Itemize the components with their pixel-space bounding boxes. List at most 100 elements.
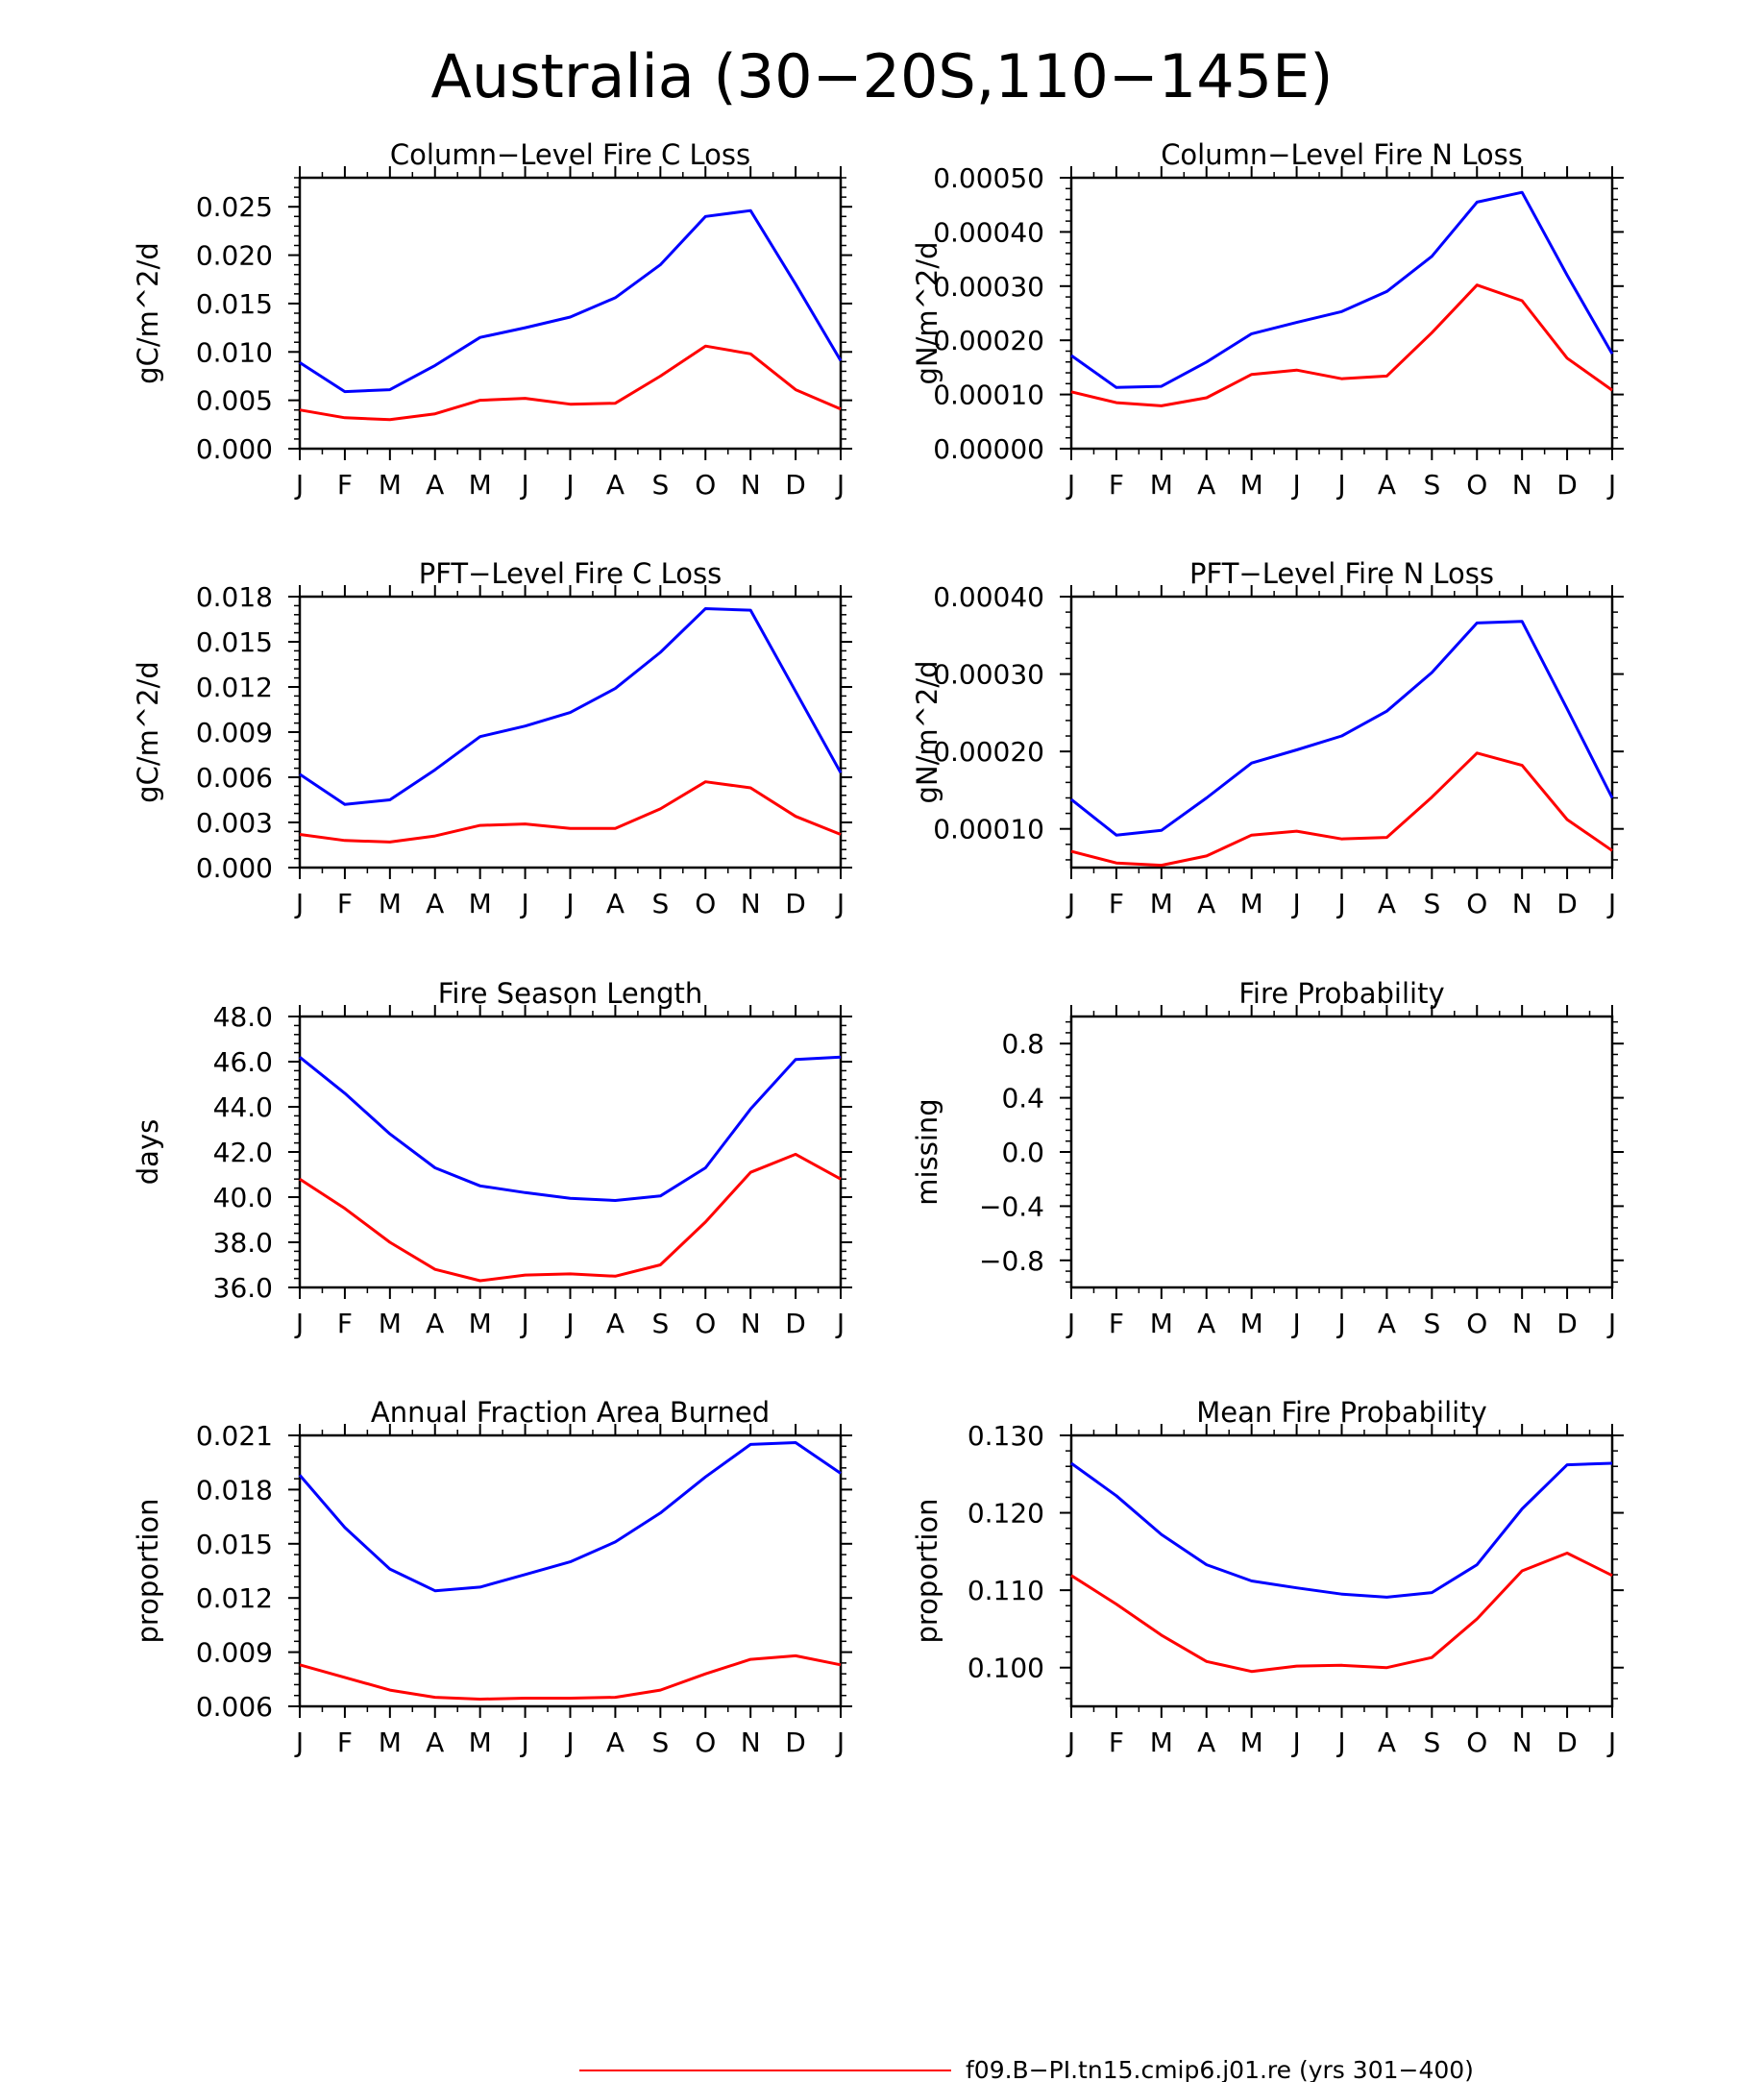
x-tick-label: J	[1290, 888, 1300, 919]
y-tick-label: 0.00020	[933, 736, 1044, 768]
x-tick-label: J	[294, 1308, 304, 1339]
x-tick-label: F	[1109, 1308, 1124, 1339]
chart-fire-prob: J F M A M J J A S O N D J−0.8−0.40.00.40.8missingFir…	[911, 977, 1624, 1339]
x-tick-label: M	[1240, 1308, 1263, 1339]
y-tick-label: 0.110	[968, 1575, 1044, 1606]
y-tick-label: 0.4	[1001, 1083, 1044, 1114]
x-tick-label: S	[1423, 469, 1440, 501]
x-tick-label: A	[1378, 888, 1396, 919]
x-tick-label: O	[1466, 1308, 1487, 1339]
x-tick-label: N	[1512, 1308, 1532, 1339]
series-line-red	[299, 1152, 842, 1283]
x-tick-label: O	[695, 469, 716, 501]
x-tick-label: A	[1197, 888, 1215, 919]
x-tick-label: O	[695, 1727, 716, 1758]
x-tick-label: J	[1290, 1308, 1300, 1339]
x-tick-label: A	[606, 469, 625, 501]
y-tick-label: 0.00030	[933, 659, 1044, 691]
x-tick-label: J	[519, 1727, 528, 1758]
chart-area-burned: J F M A M J J A S O N D J0.0060.0090.0120.0150.0180.…	[132, 1396, 852, 1758]
legend: f09.B−PI.tn15.cmip6.j01.re (yrs 301−400)	[579, 2056, 1474, 2082]
y-tick-label: 44.0	[213, 1091, 273, 1123]
plot-frame	[298, 595, 843, 870]
x-tick-label: D	[1556, 1727, 1578, 1758]
x-tick-label: F	[337, 1308, 353, 1339]
x-tick-label: M	[1150, 1308, 1173, 1339]
y-axis-label: gN/m^2/d	[911, 660, 943, 803]
x-tick-label: A	[426, 1308, 444, 1339]
x-tick-label: J	[1335, 888, 1345, 919]
y-tick-label: 36.0	[213, 1272, 273, 1304]
panel-title: Column−Level Fire C Loss	[390, 138, 750, 171]
x-tick-label: S	[651, 1727, 669, 1758]
y-tick-label: 0.018	[196, 581, 273, 613]
panel-title: Column−Level Fire N Loss	[1161, 138, 1523, 171]
plot-frame	[298, 176, 843, 451]
x-tick-label: A	[1197, 469, 1215, 501]
x-tick-label: M	[469, 1727, 492, 1758]
y-tick-label: 0.120	[968, 1498, 1044, 1530]
y-tick-label: 0.00010	[933, 814, 1044, 845]
series-line-blue	[299, 1055, 842, 1202]
y-tick-label: 46.0	[213, 1046, 273, 1078]
x-tick-label: J	[1335, 469, 1345, 501]
chart-mean-prob: J F M A M J J A S O N D J0.1000.1100.1200.130proport…	[911, 1396, 1624, 1758]
x-tick-label: M	[379, 1308, 402, 1339]
x-tick-label: J	[835, 888, 845, 919]
x-tick-label: J	[835, 1727, 845, 1758]
x-tick-label: O	[695, 888, 716, 919]
x-tick-label: N	[741, 1727, 761, 1758]
y-tick-label: 48.0	[213, 1001, 273, 1033]
x-tick-label: N	[741, 469, 761, 501]
x-tick-label: J	[1335, 1727, 1345, 1758]
x-tick-label: N	[1512, 469, 1532, 501]
y-tick-label: 0.000	[196, 852, 273, 884]
y-tick-label: 0.8	[1001, 1028, 1044, 1060]
x-tick-label: J	[1606, 1727, 1616, 1758]
x-tick-label: O	[1466, 888, 1487, 919]
y-tick-label: 0.025	[196, 191, 273, 223]
y-tick-label: 42.0	[213, 1137, 273, 1168]
series-line-red	[299, 344, 842, 422]
series-line-red	[299, 1653, 842, 1701]
x-tick-label: J	[1606, 888, 1616, 919]
plot-frame	[298, 1015, 843, 1289]
x-tick-label: F	[1109, 469, 1124, 501]
plot-frame	[1069, 1015, 1614, 1289]
series-line-blue	[299, 208, 843, 394]
y-tick-label: 0.00010	[933, 380, 1044, 411]
x-tick-label: N	[741, 1308, 761, 1339]
x-tick-label: F	[1109, 1727, 1124, 1758]
x-tick-label: S	[651, 469, 669, 501]
x-tick-label: D	[1556, 469, 1578, 501]
x-tick-label: M	[1240, 888, 1263, 919]
legend-label: f09.B−PI.tn15.cmip6.j01.re (yrs 301−400)	[966, 2056, 1474, 2082]
y-tick-label: 0.015	[196, 626, 273, 658]
panel-title: Fire Probability	[1238, 977, 1444, 1010]
panels: J F M A M J J A S O N D J0.0000.0050.0100.0150.0200.…	[132, 138, 1624, 1758]
x-tick-label: J	[1066, 469, 1075, 501]
series-line-red	[299, 780, 842, 844]
x-tick-label: J	[519, 469, 528, 501]
x-tick-label: J	[294, 1727, 304, 1758]
y-axis-label: gC/m^2/d	[132, 661, 164, 803]
x-tick-label: S	[1423, 888, 1440, 919]
x-tick-label: M	[1150, 888, 1173, 919]
y-tick-label: 0.006	[196, 1691, 273, 1723]
y-tick-label: 0.100	[968, 1653, 1044, 1684]
series-line-blue	[1070, 190, 1614, 389]
y-tick-label: 0.0	[1001, 1137, 1044, 1168]
x-tick-label: M	[469, 469, 492, 501]
x-tick-label: J	[1290, 469, 1300, 501]
chart-column-c: J F M A M J J A S O N D J0.0000.0050.0100.0150.0200.…	[132, 138, 852, 501]
y-tick-label: 0.00040	[933, 581, 1044, 613]
panel-title: Fire Season Length	[438, 977, 702, 1010]
y-tick-label: 40.0	[213, 1182, 273, 1213]
x-tick-label: J	[564, 888, 574, 919]
x-tick-label: F	[337, 888, 353, 919]
plot-frame	[298, 1433, 843, 1708]
x-tick-label: J	[1290, 1727, 1300, 1758]
x-tick-label: J	[1335, 1308, 1345, 1339]
x-tick-label: M	[379, 469, 402, 501]
x-tick-label: M	[1240, 469, 1263, 501]
